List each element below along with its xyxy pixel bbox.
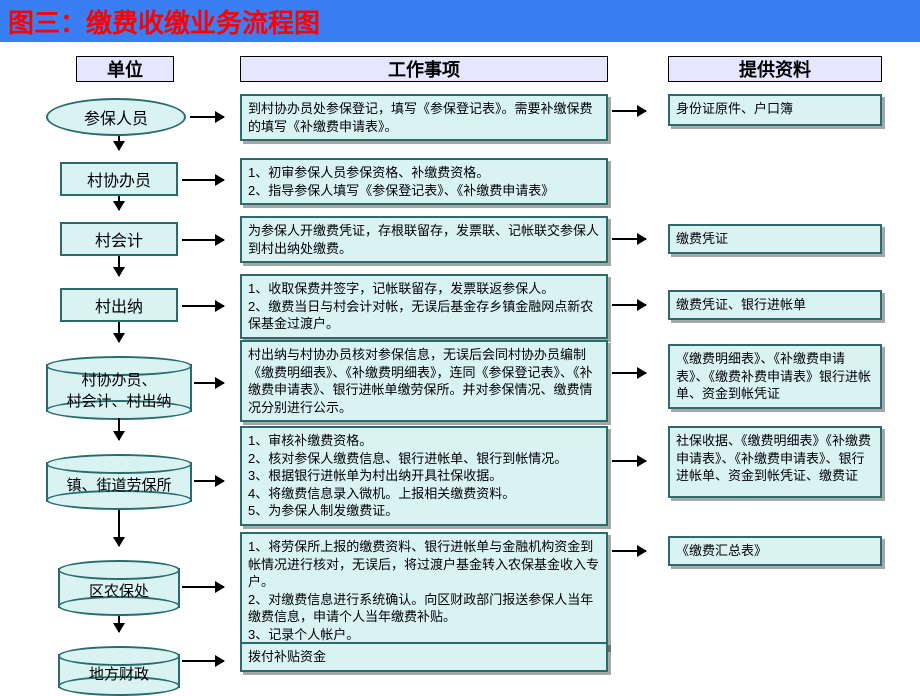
unit-u0: 参保人员 (46, 98, 186, 136)
arrow-v (118, 418, 120, 440)
arrow-v (118, 510, 120, 546)
arrow-h (612, 238, 646, 240)
arrow-h (612, 372, 646, 374)
arrow-h (612, 460, 646, 462)
unit-u3: 村出纳 (60, 288, 178, 322)
material-m2: 缴费凭证 (668, 224, 882, 254)
unit-u5: 镇、街道劳保所 (48, 462, 190, 502)
work-w1: 1、初审参保人员参保资格、补缴费资格。2、指导参保人填写《参保登记表》、《补缴费… (240, 158, 608, 205)
unit-u4: 村协办员、村会计、村出纳 (48, 364, 190, 412)
work-w5: 1、审核补缴费资格。2、核对参保人缴费信息、银行进帐单、银行到帐情况。3、根据银… (240, 426, 608, 526)
work-w3: 1、收取保费并签字，记帐联留存，发票联返参保人。2、缴费当日与村会计对帐，无误后… (240, 274, 608, 339)
material-m0: 身份证原件、户口簿 (668, 94, 882, 126)
page-title: 图三：缴费收缴业务流程图 (8, 3, 320, 40)
material-m3: 缴费凭证、银行进帐单 (668, 290, 882, 320)
arrow-h (194, 382, 224, 384)
arrow-v (118, 256, 120, 276)
arrow-h (612, 550, 646, 552)
unit-u6: 区农保处 (60, 568, 178, 608)
column-header-mat: 提供资料 (668, 56, 882, 82)
arrow-v (118, 616, 120, 632)
flowchart-container: 单位 工作事项 提供资料参保人员村协办员村会计村出纳村协办员、村会计、村出纳镇、街道… (0, 42, 920, 690)
work-w7: 拨付补贴资金 (240, 642, 608, 672)
column-header-work: 工作事项 (240, 56, 608, 82)
arrow-h (612, 304, 646, 306)
arrow-h (182, 660, 224, 662)
title-bar: 图三：缴费收缴业务流程图 (0, 0, 920, 42)
arrow-h (612, 110, 646, 112)
arrow-h (182, 239, 224, 241)
work-w6: 1、将劳保所上报的缴费资料、银行进帐单与金融机构资金到帐情况进行核对，无误后，将… (240, 532, 608, 649)
arrow-h (182, 179, 224, 181)
arrow-h (194, 480, 224, 482)
material-m4: 《缴费明细表》、《补缴费申请表》、《缴费补费申请表》银行进帐单、资金到帐凭证 (668, 344, 882, 409)
work-w2: 为参保人开缴费凭证，存根联留存，发票联、记帐联交参保人到村出纳处缴费。 (240, 216, 608, 263)
work-w4: 村出纳与村协办员核对参保信息，无误后会同村协办员编制《缴费明细表》、《补缴费明细… (240, 340, 608, 422)
material-m5: 社保收据、《缴费明细表》《补缴费申请表》、《补缴费申请表》、银行进帐单、资金到帐… (668, 426, 882, 498)
arrow-v (118, 136, 120, 150)
arrow-h (190, 116, 224, 118)
unit-u1: 村协办员 (60, 162, 178, 196)
material-m6: 《缴费汇总表》 (668, 536, 882, 566)
work-w0: 到村协办员处参保登记，填写《参保登记表》。需要补缴保费的填写《补缴费申请表》。 (240, 94, 608, 141)
arrow-v (118, 322, 120, 342)
arrow-h (182, 586, 224, 588)
arrow-h (182, 305, 224, 307)
column-header-unit: 单位 (76, 56, 174, 82)
unit-u2: 村会计 (60, 222, 178, 256)
unit-u7: 地方财政 (60, 654, 178, 688)
arrow-v (118, 196, 120, 210)
